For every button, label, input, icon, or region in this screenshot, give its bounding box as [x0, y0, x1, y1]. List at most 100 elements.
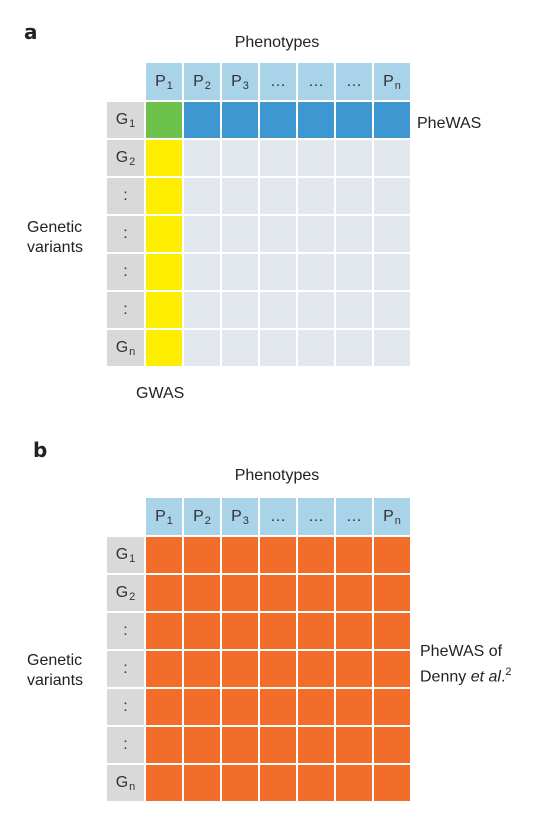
panel_b-matrix-cell	[146, 727, 182, 763]
panel_b-row-label: G	[115, 774, 129, 791]
panel_b-matrix-cell	[336, 651, 372, 687]
panel_b-matrix-cell	[374, 727, 410, 763]
panel_b-matrix-cell	[222, 613, 258, 649]
panel_b-matrix-cell	[146, 651, 182, 687]
panel_b-matrix-cell	[374, 765, 410, 801]
panel_a-matrix-cell	[222, 102, 258, 138]
panel_a-column-subscript: 3	[242, 79, 249, 92]
panel_b-matrix-cell	[260, 575, 296, 611]
panel_a-matrix-cell	[222, 254, 258, 290]
panel_a-column-header-5: …	[298, 63, 334, 100]
panel_a-matrix-cell	[184, 254, 220, 290]
panel_a-row-label: :	[123, 301, 128, 318]
panel_b-matrix-cell	[298, 651, 334, 687]
panel_a-matrix-cell	[374, 102, 410, 138]
panel_b-matrix-cell	[336, 613, 372, 649]
panel_b-matrix-cell	[336, 575, 372, 611]
panel_a-row-subscript: 1	[129, 118, 136, 130]
panel_a-matrix-cell	[146, 140, 182, 176]
panel_b-matrix-cell	[184, 689, 220, 725]
panel-b-et-al: et al	[470, 668, 501, 686]
panel_a-matrix-cell	[298, 140, 334, 176]
panel_a-row-header-3: :	[107, 178, 144, 214]
panel_b-column-label: …	[270, 507, 286, 525]
panel_a-matrix-cell	[298, 102, 334, 138]
panel_a-matrix-cell	[146, 330, 182, 366]
panel_b-matrix-cell	[222, 575, 258, 611]
panel_a-matrix-cell	[222, 330, 258, 366]
panel_b-column-label: P	[193, 507, 204, 525]
panel_a-matrix-cell	[260, 292, 296, 328]
panel_a-matrix-cell	[260, 330, 296, 366]
panel_b-column-subscript: 2	[204, 514, 211, 527]
panel_b-row-subscript: 1	[129, 553, 136, 565]
panel_a-column-subscript: n	[394, 79, 401, 92]
panel_a-matrix-cell	[146, 216, 182, 252]
panel_b-row-subscript: 2	[129, 591, 136, 603]
panel_b-matrix-cell	[222, 765, 258, 801]
panel_b-matrix-cell	[146, 689, 182, 725]
panel-a-genetic-variants-label: Genetic variants	[27, 218, 83, 258]
panel_a-row-label: G	[115, 149, 129, 166]
panel_b-matrix-cell	[260, 727, 296, 763]
panel-a-phewas-label: PheWAS	[417, 115, 482, 132]
panel_b-row-label: :	[123, 698, 128, 715]
panel_b-matrix-cell	[374, 651, 410, 687]
panel_a-column-label: …	[346, 72, 362, 90]
panel-b-variants-label: variants	[27, 672, 84, 689]
panel_a-matrix-cell	[184, 330, 220, 366]
panel_a-matrix-cell	[222, 140, 258, 176]
panel_b-row-label: :	[123, 736, 128, 753]
panel_a-column-label: P	[231, 72, 242, 90]
panel-b-denny-label: Denny et al.2	[420, 662, 512, 687]
panel_a-matrix-cell	[260, 216, 296, 252]
panel_a-row-header-4: :	[107, 216, 144, 252]
panel_a-column-header-6: …	[336, 63, 372, 100]
panel_b-column-subscript: 3	[242, 514, 249, 527]
panel_a-matrix-cell	[260, 254, 296, 290]
panel_a-matrix-cell	[184, 216, 220, 252]
panel_b-matrix-cell	[222, 537, 258, 573]
panel_a-column-subscript: 2	[204, 79, 211, 92]
panel_a-row-label: :	[123, 225, 128, 242]
panel_b-matrix-cell	[184, 651, 220, 687]
panel_b-row-header-5: :	[107, 689, 144, 725]
panel_a-matrix-cell	[336, 178, 372, 214]
panel_b-matrix-cell	[184, 727, 220, 763]
panel_b-matrix-cell	[222, 689, 258, 725]
panel_a-matrix-cell	[146, 292, 182, 328]
panel-b-phenotypes-title: Phenotypes	[234, 467, 320, 484]
panel_b-matrix-cell	[146, 537, 182, 573]
panel_a-column-header-4: …	[260, 63, 296, 100]
panel_b-matrix-cell	[298, 765, 334, 801]
panel_a-matrix-cell	[184, 140, 220, 176]
panel-b-genetic-label: Genetic	[27, 652, 83, 669]
panel_b-matrix-cell	[260, 765, 296, 801]
panel-b-genetic-variants-label: Genetic variants	[27, 651, 83, 691]
panel_b-matrix-cell	[260, 689, 296, 725]
panel_a-matrix-cell	[260, 102, 296, 138]
panel_b-matrix-cell	[146, 765, 182, 801]
panel_b-column-header-4: …	[260, 498, 296, 535]
panel_a-column-subscript: 1	[166, 79, 173, 92]
panel_b-matrix-cell	[222, 651, 258, 687]
panel_b-row-label: G	[115, 546, 129, 563]
panel_b-matrix-cell	[298, 689, 334, 725]
panel_b-matrix-cell	[336, 689, 372, 725]
panel_a-matrix-cell	[298, 254, 334, 290]
panel_b-row-subscript: n	[129, 781, 136, 793]
panel-b-reference-superscript: 2	[505, 666, 512, 678]
panel_b-row-label: G	[115, 584, 129, 601]
panel_a-matrix-cell	[374, 140, 410, 176]
panel_a-matrix-cell	[336, 330, 372, 366]
panel_b-column-subscript: n	[394, 514, 401, 527]
panel_b-matrix-cell	[260, 651, 296, 687]
panel_a-row-label: G	[115, 111, 129, 128]
panel_a-matrix-cell	[374, 330, 410, 366]
